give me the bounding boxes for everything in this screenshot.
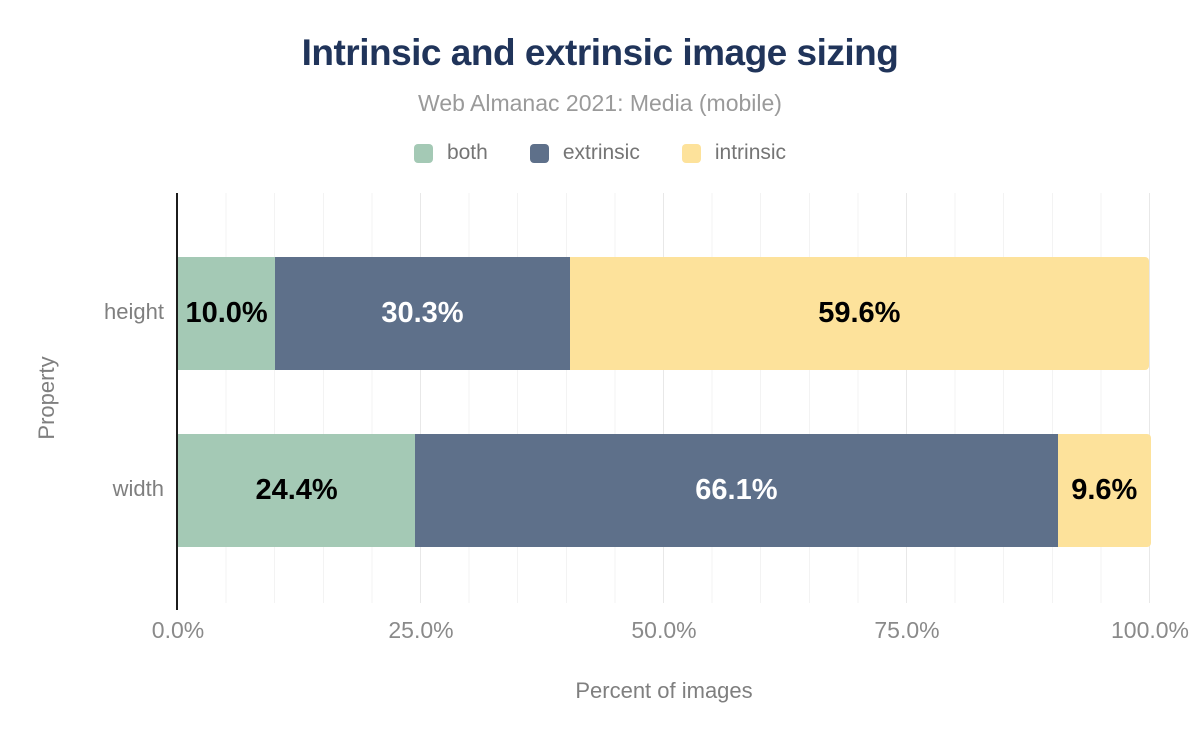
legend-label-extrinsic: extrinsic bbox=[562, 141, 640, 164]
y-axis-title: Property bbox=[34, 356, 59, 440]
bar-segment-height-extrinsic: 30.3% bbox=[275, 257, 570, 370]
y-tick-label-width: width bbox=[112, 476, 164, 501]
plot-area: 10.0% 30.3% 59.6% 24.4% 66.1% 9.6% bbox=[176, 193, 1151, 610]
legend-item-both: both bbox=[413, 141, 488, 165]
y-axis-line bbox=[176, 193, 178, 610]
bar-segment-height-intrinsic: 59.6% bbox=[569, 257, 1149, 370]
bar-segment-height-both: 10.0% bbox=[178, 257, 276, 370]
x-tick-label-25: 25.0% bbox=[388, 617, 454, 643]
bar-segment-width-both: 24.4% bbox=[178, 434, 416, 547]
legend-label-both: both bbox=[446, 141, 488, 164]
legend-swatch-extrinsic bbox=[529, 143, 549, 163]
chart-title: Intrinsic and extrinsic image sizing bbox=[301, 32, 899, 73]
bar-segment-width-extrinsic: 66.1% bbox=[415, 434, 1058, 547]
bar-row-width: 24.4% 66.1% 9.6% bbox=[178, 434, 1151, 547]
bar-segment-width-intrinsic: 9.6% bbox=[1057, 434, 1151, 547]
bar-segment-label: 10.0% bbox=[185, 297, 268, 329]
bar-segment-label: 9.6% bbox=[1071, 474, 1138, 506]
legend-label-intrinsic: intrinsic bbox=[714, 141, 787, 164]
legend-item-intrinsic: intrinsic bbox=[681, 141, 787, 165]
legend: both extrinsic intrinsic bbox=[0, 141, 1200, 165]
y-tick-label-height: height bbox=[104, 299, 164, 324]
x-tick-label-0: 0.0% bbox=[151, 617, 205, 643]
bar-segment-label: 30.3% bbox=[381, 297, 464, 329]
legend-swatch-both bbox=[413, 143, 433, 163]
bar-row-height: 10.0% 30.3% 59.6% bbox=[178, 257, 1150, 370]
bar-segment-label: 66.1% bbox=[695, 474, 778, 506]
bar-segment-label: 24.4% bbox=[255, 474, 338, 506]
chart-subtitle: Web Almanac 2021: Media (mobile) bbox=[418, 90, 782, 116]
x-tick-label-100: 100.0% bbox=[1110, 617, 1190, 643]
x-tick-label-75: 75.0% bbox=[874, 617, 940, 643]
x-axis-title: Percent of images bbox=[575, 678, 753, 703]
legend-swatch-intrinsic bbox=[681, 143, 701, 163]
bar-segment-label: 59.6% bbox=[818, 297, 901, 329]
x-tick-label-50: 50.0% bbox=[631, 617, 697, 643]
legend-item-extrinsic: extrinsic bbox=[529, 141, 640, 165]
